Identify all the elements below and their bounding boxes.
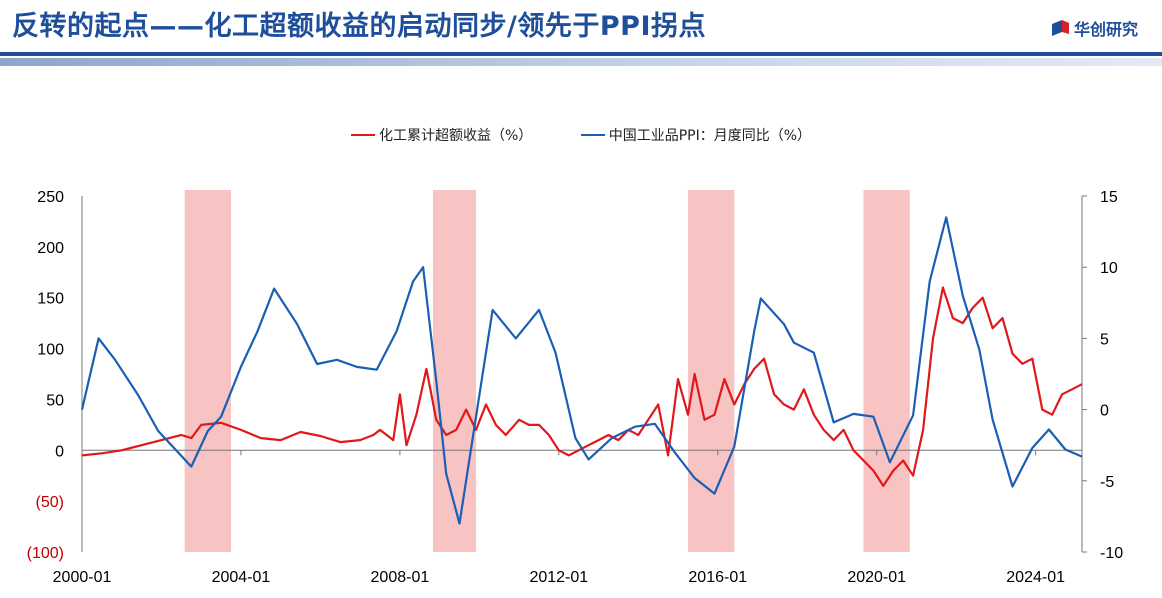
header-rule-gradient	[0, 58, 1162, 66]
legend-item-ppi: 中国工业品PPI：月度同比（%）	[580, 125, 812, 145]
y-left-tick-label: 100	[37, 342, 64, 359]
series-line-ppi	[80, 216, 1083, 525]
x-tick-label: 2024-01	[1006, 569, 1065, 586]
brand-name: 华创研究	[1073, 20, 1138, 39]
x-tick-label: 2016-01	[688, 569, 747, 586]
legend-swatch-blue	[580, 134, 605, 136]
shaded-period-2	[432, 190, 477, 552]
y-left-tick-label: 150	[37, 291, 64, 308]
page-title: 反转的起点——化工超额收益的启动同步/领先于PPI拐点	[12, 11, 706, 42]
y-left-tick-label: 0	[55, 443, 64, 460]
x-tick-label: 2020-01	[847, 569, 906, 586]
legend-label-ppi: 中国工业品PPI：月度同比（%）	[608, 128, 812, 144]
y-right-tick-label: 10	[1100, 260, 1118, 277]
brand-logo: 华创研究	[1050, 16, 1138, 40]
shaded-period-1	[184, 190, 232, 552]
shaded-period-3	[687, 190, 735, 552]
x-tick-label: 2008-01	[371, 569, 430, 586]
header-rule	[0, 52, 1162, 56]
legend-swatch-red	[350, 134, 375, 136]
shaded-period-4	[863, 190, 910, 552]
legend-label-excess-return: 化工累计超额收益（%）	[378, 128, 533, 144]
legend-item-excess-return: 化工累计超额收益（%）	[350, 125, 533, 145]
y-right-tick-label: -10	[1100, 545, 1123, 562]
chart-legend: 化工累计超额收益（%） 中国工业品PPI：月度同比（%）	[0, 124, 1162, 145]
y-left-tick-label: (50)	[36, 494, 64, 511]
brand-icon	[1050, 20, 1070, 36]
x-tick-label: 2004-01	[212, 569, 271, 586]
x-tick-label: 2012-01	[529, 569, 588, 586]
y-right-tick-label: 5	[1100, 331, 1109, 348]
y-right-tick-label: 15	[1100, 189, 1118, 206]
x-tick-label: 2000-01	[53, 569, 112, 586]
y-right-tick-label: -5	[1100, 474, 1114, 491]
series-line-excess-return	[81, 286, 1083, 487]
y-left-tick-label: 250	[37, 189, 64, 206]
y-left-tick-label: (100)	[27, 545, 64, 562]
y-left-tick-label: 200	[37, 240, 64, 257]
y-left-tick-label: 50	[46, 392, 64, 409]
y-right-tick-label: 0	[1100, 403, 1109, 420]
